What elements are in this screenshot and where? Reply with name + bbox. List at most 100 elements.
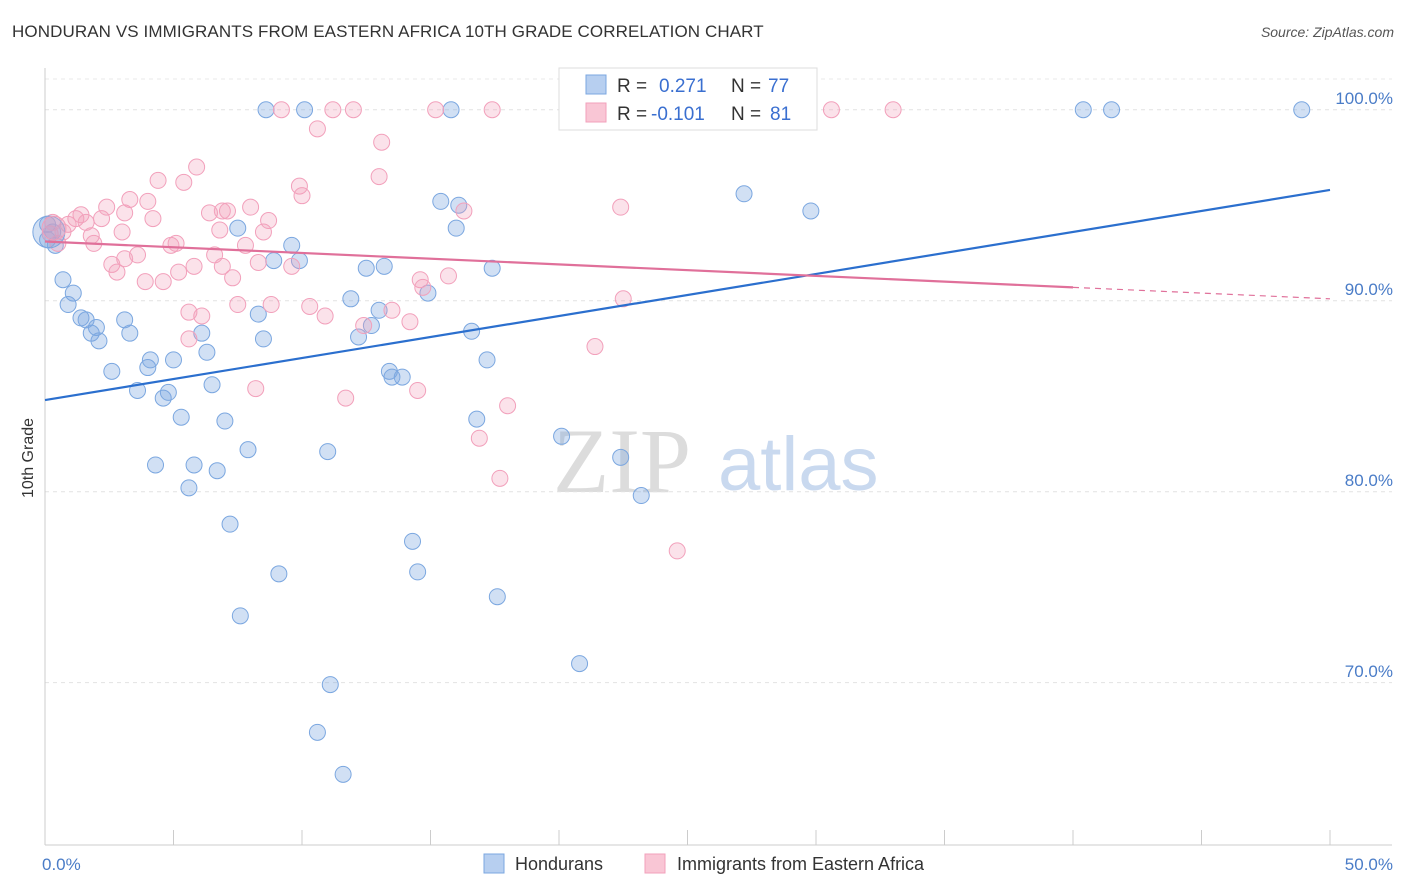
point-hondurans bbox=[90, 332, 108, 350]
point-hondurans bbox=[447, 219, 465, 237]
point-hondurans bbox=[231, 607, 249, 625]
point-hondurans bbox=[221, 515, 239, 533]
point-hondurans bbox=[483, 259, 501, 277]
axes bbox=[44, 68, 1392, 846]
point-eastern-africa bbox=[242, 198, 260, 216]
legend-n-label: N = bbox=[731, 104, 761, 125]
point-hondurans bbox=[216, 412, 234, 430]
point-hondurans bbox=[432, 192, 450, 210]
point-eastern-africa bbox=[113, 223, 131, 241]
point-eastern-africa bbox=[383, 301, 401, 319]
point-eastern-africa bbox=[884, 101, 902, 119]
legend: R = 0.271 N = 77 R = -0.101 N = 81 bbox=[558, 67, 818, 131]
point-eastern-africa bbox=[293, 187, 311, 205]
point-hondurans bbox=[172, 408, 190, 426]
point-eastern-africa bbox=[370, 168, 388, 186]
point-eastern-africa bbox=[167, 234, 185, 252]
point-eastern-africa bbox=[283, 257, 301, 275]
point-hondurans bbox=[64, 284, 82, 302]
watermark-zip: ZIP bbox=[553, 410, 691, 512]
point-hondurans bbox=[612, 448, 630, 466]
y-axis-label: 10th Grade bbox=[20, 418, 37, 498]
point-eastern-africa bbox=[344, 101, 362, 119]
point-hondurans bbox=[270, 565, 288, 583]
y-tick-label: 90.0% bbox=[1345, 280, 1393, 299]
point-eastern-africa bbox=[409, 381, 427, 399]
point-hondurans bbox=[249, 305, 267, 323]
point-hondurans bbox=[802, 202, 820, 220]
point-eastern-africa bbox=[439, 267, 457, 285]
point-hondurans bbox=[116, 311, 134, 329]
point-eastern-africa bbox=[491, 469, 509, 487]
point-eastern-africa bbox=[116, 250, 134, 268]
x-tick-label: 50.0% bbox=[1345, 855, 1393, 874]
point-eastern-africa bbox=[175, 173, 193, 191]
y-tick-label: 70.0% bbox=[1345, 662, 1393, 681]
point-hondurans bbox=[208, 462, 226, 480]
trend-line-eastern-africa bbox=[44, 240, 1074, 289]
point-hondurans bbox=[571, 655, 589, 673]
point-eastern-africa bbox=[213, 257, 231, 275]
trend-lines bbox=[44, 188, 1331, 402]
point-eastern-africa bbox=[121, 191, 139, 209]
legend-r-value: 0.271 bbox=[659, 76, 707, 97]
point-eastern-africa bbox=[668, 542, 686, 560]
legend-r-value: -0.101 bbox=[651, 104, 705, 125]
point-hondurans bbox=[229, 219, 247, 237]
point-eastern-africa bbox=[98, 198, 116, 216]
legend-n-value: 77 bbox=[768, 76, 789, 97]
point-hondurans bbox=[1293, 101, 1311, 119]
chart-title: HONDURAN VS IMMIGRANTS FROM EASTERN AFRI… bbox=[12, 22, 764, 41]
point-hondurans bbox=[54, 271, 72, 289]
point-hondurans bbox=[1103, 101, 1121, 119]
point-hondurans bbox=[257, 101, 275, 119]
point-hondurans bbox=[488, 588, 506, 606]
legend-r-label: R = bbox=[617, 76, 647, 97]
point-eastern-africa bbox=[211, 221, 229, 239]
trend-line-hondurans bbox=[44, 188, 1331, 402]
point-eastern-africa bbox=[586, 338, 604, 356]
x-tick-label: 0.0% bbox=[42, 855, 81, 874]
point-hondurans bbox=[334, 765, 352, 783]
point-eastern-africa bbox=[116, 204, 134, 222]
point-eastern-africa bbox=[129, 246, 147, 264]
point-hondurans bbox=[370, 301, 388, 319]
legend-n-label: N = bbox=[731, 76, 761, 97]
bottom-legend: Hondurans Immigrants from Eastern Africa bbox=[483, 853, 925, 874]
point-hondurans bbox=[141, 351, 159, 369]
point-hondurans bbox=[265, 252, 283, 270]
point-hondurans bbox=[468, 410, 486, 428]
point-eastern-africa bbox=[272, 101, 290, 119]
point-eastern-africa bbox=[290, 177, 308, 195]
point-hondurans bbox=[442, 101, 460, 119]
point-hondurans bbox=[632, 487, 650, 505]
point-eastern-africa bbox=[612, 198, 630, 216]
point-hondurans bbox=[296, 101, 314, 119]
point-eastern-africa bbox=[200, 204, 218, 222]
point-hondurans bbox=[409, 563, 427, 581]
point-eastern-africa bbox=[188, 158, 206, 176]
point-eastern-africa bbox=[337, 389, 355, 407]
point-hondurans bbox=[308, 723, 326, 741]
point-eastern-africa bbox=[108, 263, 126, 281]
y-tick-label: 100.0% bbox=[1335, 89, 1393, 108]
bottom-legend-label-eastern-africa: Immigrants from Eastern Africa bbox=[677, 854, 925, 874]
point-hondurans bbox=[103, 362, 121, 380]
point-eastern-africa bbox=[193, 307, 211, 325]
point-eastern-africa bbox=[139, 192, 157, 210]
point-eastern-africa bbox=[224, 269, 242, 287]
point-eastern-africa bbox=[229, 296, 247, 314]
point-eastern-africa bbox=[499, 397, 517, 415]
point-eastern-africa bbox=[316, 307, 334, 325]
point-eastern-africa bbox=[373, 133, 391, 151]
point-hondurans bbox=[283, 236, 301, 254]
y-tick-label: 80.0% bbox=[1345, 471, 1393, 490]
point-hondurans bbox=[342, 290, 360, 308]
point-eastern-africa bbox=[144, 210, 162, 228]
point-hondurans bbox=[319, 443, 337, 461]
bottom-legend-swatch-eastern-africa bbox=[644, 853, 666, 874]
gridlines bbox=[45, 78, 1392, 684]
point-eastern-africa bbox=[249, 254, 267, 272]
point-eastern-africa bbox=[218, 202, 236, 220]
